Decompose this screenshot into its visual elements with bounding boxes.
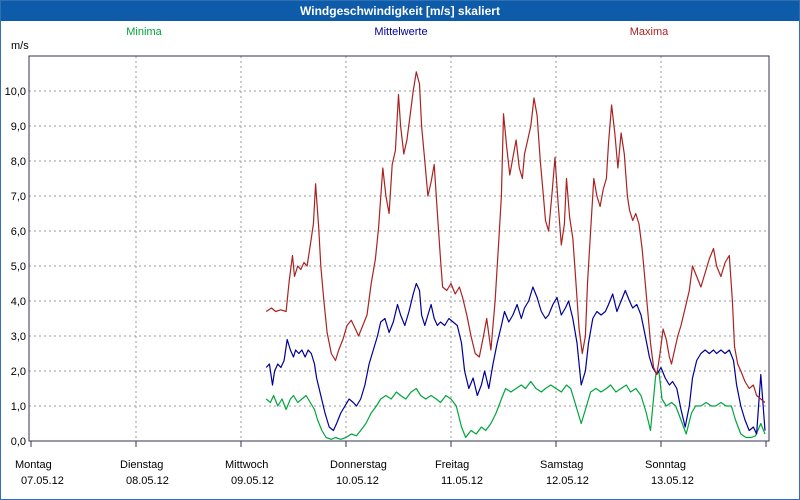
y-tick-label: 7,0 <box>11 191 26 203</box>
x-tick-date-label: 07.05.12 <box>21 475 64 487</box>
x-tick-date-label: 09.05.12 <box>231 475 274 487</box>
y-tick-label: 8,0 <box>11 156 26 168</box>
y-tick-label: 4,0 <box>11 296 26 308</box>
y-axis-unit-label: m/s <box>11 40 29 52</box>
y-tick-label: 1,0 <box>11 401 26 413</box>
y-tick-label: 6,0 <box>11 226 26 238</box>
legend-minima-label: Minima <box>126 26 162 38</box>
x-tick-day-label: Mittwoch <box>225 459 268 471</box>
chart-title: Windgeschwindigkeit [m/s] skaliert <box>300 4 500 18</box>
y-tick-label: 0,0 <box>11 436 26 448</box>
plot-frame <box>28 55 770 442</box>
x-tick-day-label: Montag <box>15 459 52 471</box>
series-line-minima <box>265 370 766 440</box>
x-tick-date-label: 11.05.12 <box>441 475 483 487</box>
series-line-mittelwerte <box>265 282 766 435</box>
legend-maxima-label: Maxima <box>629 26 669 38</box>
x-tick-day-label: Samstag <box>540 459 583 471</box>
series-line-maxima <box>265 71 766 403</box>
x-tick-date-label: 12.05.12 <box>546 475 589 487</box>
y-tick-label: 2,0 <box>11 366 26 378</box>
x-tick-day-label: Sonntag <box>645 459 686 471</box>
title-bar: Windgeschwindigkeit [m/s] skaliert <box>1 1 799 21</box>
x-tick-day-label: Dienstag <box>120 459 163 471</box>
x-tick-date-label: 13.05.12 <box>651 475 694 487</box>
y-tick-label: 10,0 <box>5 86 26 98</box>
legend-mittelwerte-label: Mittelwerte <box>374 26 428 38</box>
x-tick-day-label: Donnerstag <box>330 459 387 471</box>
x-tick-date-label: 08.05.12 <box>126 475 169 487</box>
x-tick-date-label: 10.05.12 <box>336 475 379 487</box>
y-tick-label: 9,0 <box>11 121 26 133</box>
y-tick-label: 5,0 <box>11 261 26 273</box>
x-tick-day-label: Freitag <box>435 459 469 471</box>
y-tick-label: 3,0 <box>11 331 26 343</box>
